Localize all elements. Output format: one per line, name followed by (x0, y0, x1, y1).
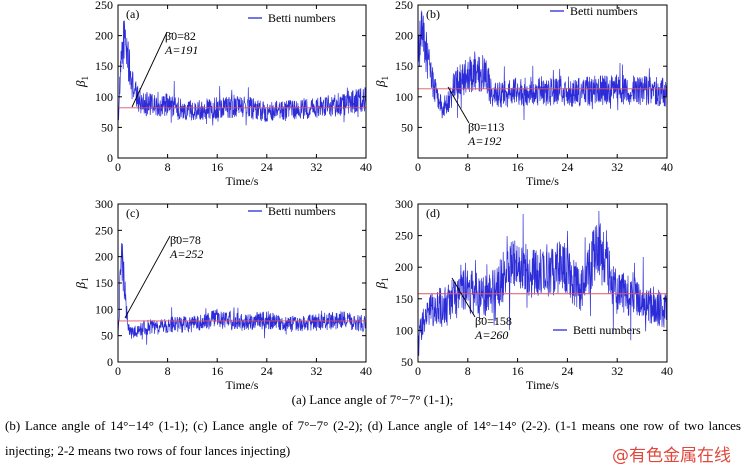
y-tick-label: 200 (395, 260, 413, 274)
y-tick-label: 100 (95, 302, 113, 316)
x-tick-label: 16 (211, 160, 223, 174)
y-tick-label: 150 (395, 59, 413, 73)
watermark: @有色金属在线 (612, 446, 731, 466)
y-tick-label: 200 (95, 29, 113, 43)
panel-label: (c) (126, 206, 139, 220)
panel-label: (d) (426, 206, 440, 220)
plot-frame (417, 4, 668, 159)
x-axis-label: Time/s (226, 378, 259, 392)
y-tick-label: 100 (395, 323, 413, 337)
y-tick-label: 200 (395, 29, 413, 43)
x-tick-label: 16 (512, 160, 524, 174)
chart-panel-a: 0 8 16 24 32 40 0 50 100 150 200 250 Time/s β1 (a) Bett… (73, 0, 372, 188)
betti-trace (117, 20, 367, 128)
x-tick-label: 8 (465, 364, 471, 378)
panel-label: (a) (126, 7, 139, 21)
annotation-amplitude: A=191 (164, 43, 198, 57)
y-tick-label: 50 (101, 329, 113, 343)
x-tick-label: 40 (360, 364, 372, 378)
y-tick-label: 250 (395, 0, 413, 12)
y-tick-label: 0 (107, 151, 113, 165)
annotation-amplitude: A=192 (467, 134, 501, 148)
y-tick-label: 50 (401, 355, 413, 369)
y-tick-label: 150 (95, 59, 113, 73)
annotation-mean: β̄0=158 (475, 314, 512, 328)
caption-main: (a) Lance angle of 7°−7° (1-1); (291, 392, 454, 407)
y-tick-label: 200 (95, 250, 113, 264)
annotation-pointer (131, 31, 168, 108)
x-tick-label: 0 (115, 364, 121, 378)
x-tick-label: 8 (465, 160, 471, 174)
x-tick-label: 24 (261, 160, 273, 174)
x-axis-label: Time/s (526, 174, 559, 188)
x-tick-label: 16 (512, 364, 524, 378)
legend-label: Betti numbers (268, 204, 336, 218)
y-tick-label: 250 (95, 223, 113, 237)
x-tick-label: 32 (310, 364, 322, 378)
x-axis-label: Time/s (526, 378, 559, 392)
y-axis-label: β1 (373, 278, 390, 290)
x-tick-label: 24 (561, 364, 573, 378)
x-tick-label: 16 (211, 364, 223, 378)
betti-trace (117, 243, 367, 345)
legend-label: Betti numbers (268, 11, 336, 25)
y-axis-label: β1 (373, 76, 390, 88)
y-tick-label: 250 (395, 229, 413, 243)
plot-frame (117, 4, 367, 159)
x-tick-label: 32 (611, 364, 623, 378)
betti-trace (417, 10, 668, 121)
annotation-mean: β̄0=82 (165, 29, 196, 43)
betti-trace (417, 210, 668, 356)
y-tick-label: 50 (401, 120, 413, 134)
x-tick-label: 40 (661, 364, 673, 378)
legend-label: Betti numbers (570, 4, 638, 18)
y-tick-label: 100 (395, 90, 413, 104)
y-tick-label: 50 (101, 120, 113, 134)
x-tick-label: 8 (165, 364, 171, 378)
legend-label: Betti numbers (573, 323, 641, 337)
y-tick-label: 100 (95, 90, 113, 104)
x-tick-label: 0 (415, 160, 421, 174)
x-tick-label: 0 (415, 364, 421, 378)
annotation-pointer (124, 235, 171, 319)
y-axis-label: β1 (73, 76, 90, 88)
y-tick-label: 0 (107, 355, 113, 369)
caption-body: (b) Lance angle of 14°−14° (1-1); (c) La… (5, 418, 741, 458)
x-tick-label: 24 (561, 160, 573, 174)
x-tick-label: 24 (261, 364, 273, 378)
x-tick-label: 40 (661, 160, 673, 174)
x-axis-label: Time/s (226, 174, 259, 188)
x-tick-label: 32 (611, 160, 623, 174)
chart-panel-d: 0 8 16 24 32 40 50 100 150 200 250 300 Time/s β1 (d) Be… (373, 197, 673, 392)
annotation-amplitude: A=260 (474, 328, 508, 342)
y-tick-label: 150 (95, 276, 113, 290)
y-tick-label: 150 (395, 292, 413, 306)
y-axis-label: β1 (73, 278, 90, 290)
x-tick-label: 8 (165, 160, 171, 174)
y-tick-label: 250 (95, 0, 113, 12)
x-tick-label: 40 (360, 160, 372, 174)
y-tick-label: 300 (395, 197, 413, 211)
annotation-mean: β̄0=78 (170, 233, 201, 247)
panel-label: (b) (426, 7, 440, 21)
annotation-pointer (451, 277, 476, 318)
x-tick-label: 32 (310, 160, 322, 174)
chart-panel-b: 0 8 16 24 32 40 50 100 150 200 250 Time/s β1 (b) Betti… (373, 0, 673, 188)
chart-panel-c: 0 8 16 24 32 40 0 50 100 150 200 250 300 Time/s β1 (c) B… (73, 197, 372, 392)
annotation-amplitude: A=252 (169, 247, 203, 261)
annotation-mean: β̄0=113 (468, 120, 504, 134)
plot-frame (117, 203, 367, 363)
x-tick-label: 0 (115, 160, 121, 174)
y-tick-label: 300 (95, 197, 113, 211)
plot-frame (417, 203, 668, 363)
annotation-pointer (447, 86, 470, 124)
